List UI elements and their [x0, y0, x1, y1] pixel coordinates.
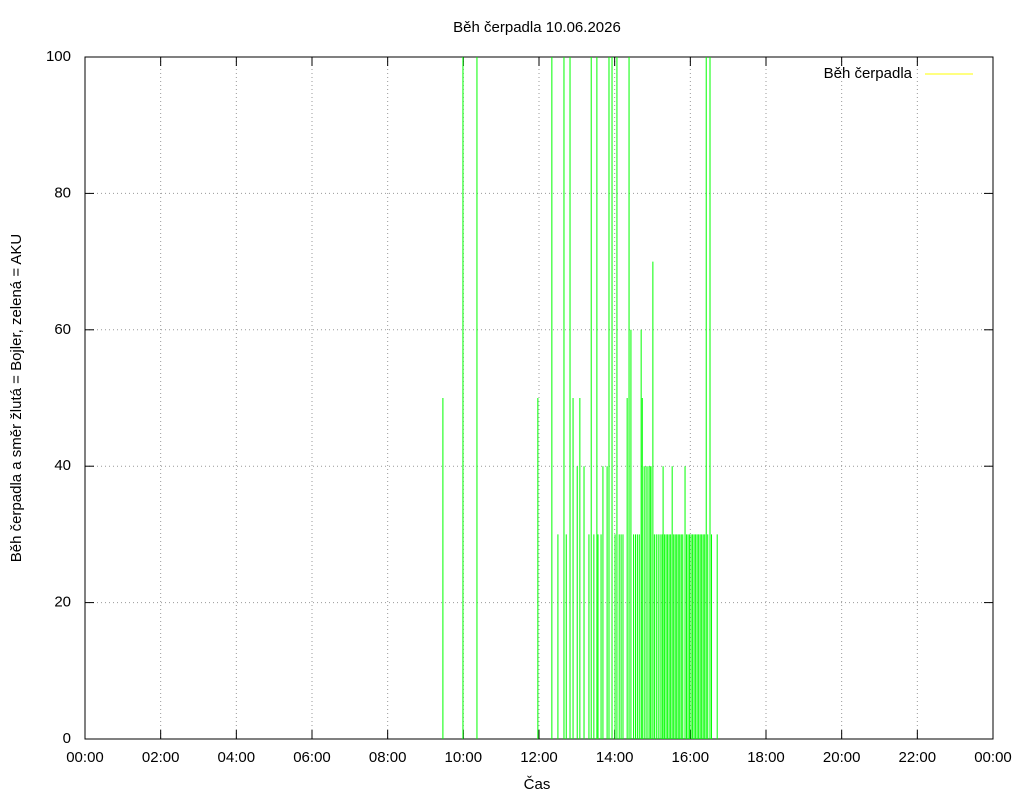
y-tick-label: 100 — [46, 48, 71, 65]
x-tick-label: 00:00 — [66, 749, 104, 766]
x-tick-label: 06:00 — [293, 749, 331, 766]
x-tick-label: 14:00 — [596, 749, 634, 766]
y-tick-label: 80 — [54, 184, 71, 201]
x-tick-label: 04:00 — [218, 749, 256, 766]
chart-title: Běh čerpadla 10.06.2026 — [453, 19, 621, 36]
y-axis-label: Běh čerpadla a směr žlutá = Bojler, zele… — [8, 234, 25, 563]
x-tick-label: 22:00 — [899, 749, 937, 766]
x-axis-label: Čas — [524, 776, 551, 793]
x-tick-label: 12:00 — [520, 749, 558, 766]
y-tick-label: 0 — [63, 730, 71, 747]
x-tick-label: 16:00 — [672, 749, 710, 766]
legend-label: Běh čerpadla — [824, 65, 913, 82]
x-tick-label: 10:00 — [445, 749, 483, 766]
y-tick-label: 60 — [54, 321, 71, 338]
x-tick-label: 00:00 — [974, 749, 1012, 766]
y-tick-label: 40 — [54, 457, 71, 474]
plot-frame — [84, 56, 994, 740]
y-tick-label: 20 — [54, 594, 71, 611]
x-tick-label: 08:00 — [369, 749, 407, 766]
x-tick-label: 02:00 — [142, 749, 180, 766]
x-tick-label: 20:00 — [823, 749, 861, 766]
x-tick-label: 18:00 — [747, 749, 785, 766]
